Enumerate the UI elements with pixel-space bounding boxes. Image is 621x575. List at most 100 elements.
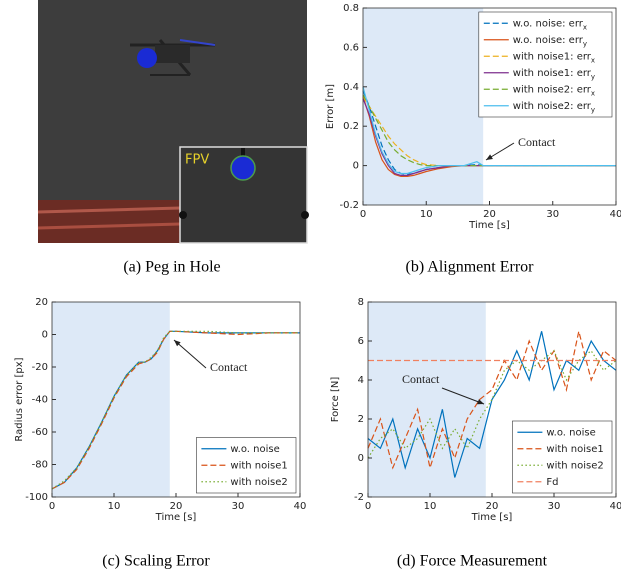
- legend-label: with noise1: err: [513, 51, 592, 62]
- y-axis-label: Radius error [px]: [14, 357, 25, 441]
- legend-subscript: y: [583, 40, 587, 48]
- x-tick-label: 10: [420, 209, 433, 220]
- y-tick-label: 0.4: [343, 82, 359, 93]
- legend-label: with noise2: [230, 477, 287, 488]
- y-tick-label: -20: [32, 362, 48, 373]
- legend-label: with noise1: [230, 460, 287, 471]
- y-tick-label: -40: [32, 395, 48, 406]
- x-tick-label: 30: [232, 501, 245, 512]
- series-line: [367, 331, 617, 471]
- legend-entry: with noise2: [546, 460, 603, 471]
- x-tick-label: 30: [548, 501, 561, 512]
- legend-label: with noise1: [546, 444, 603, 455]
- x-tick-label: 20: [170, 501, 183, 512]
- annotation-arrow: [173, 339, 207, 369]
- y-tick-label: 8: [358, 297, 364, 308]
- legend-entry: with noise1: erry: [513, 68, 595, 81]
- caption: (b) Alignment Error: [406, 259, 535, 276]
- legend-label: w.o. noise: err: [513, 35, 584, 46]
- y-tick-label: -60: [32, 427, 48, 438]
- legend-entry: with noise2: errx: [513, 84, 595, 97]
- x-tick-label: 40: [610, 209, 621, 220]
- bricks: [38, 200, 180, 243]
- x-tick-label: 20: [483, 209, 496, 220]
- series-line: [362, 86, 616, 175]
- legend-entry: w.o. noise: errx: [513, 18, 587, 31]
- y-tick-label: 0: [353, 161, 359, 172]
- legend-entry: w.o. noise: [230, 444, 279, 455]
- y-tick-label: 0.8: [343, 3, 359, 14]
- annotation: Contact: [402, 372, 440, 386]
- legend-label: with noise2: [546, 460, 603, 471]
- arrow-head: [174, 340, 181, 347]
- legend-entry: with noise1: [546, 444, 603, 455]
- x-axis-label: Time [s]: [468, 220, 510, 231]
- inset-label: FPV: [185, 153, 209, 168]
- y-tick-label: -80: [32, 460, 48, 471]
- y-tick-label: -2: [354, 492, 364, 503]
- legend-entry: w.o. noise: erry: [513, 35, 587, 48]
- series-line: [51, 330, 300, 490]
- shade: [368, 302, 486, 497]
- x-tick-label: 20: [486, 501, 499, 512]
- caption: (d) Force Measurement: [397, 553, 548, 570]
- legend-subscript: x: [591, 89, 595, 97]
- x-tick-label: 40: [610, 501, 621, 512]
- x-axis-label: Time [s]: [155, 512, 197, 523]
- y-axis-label: Error [m]: [325, 84, 336, 129]
- shade: [363, 8, 484, 205]
- legend-subscript: x: [591, 56, 595, 64]
- legend-entry: Fd: [546, 477, 558, 488]
- y-tick-label: -100: [25, 492, 48, 503]
- legend-entry: with noise2: [230, 477, 287, 488]
- image-panel: FPV (a) Peg in Hole: [37, 0, 309, 276]
- legend-label: w.o. noise: err: [513, 18, 584, 29]
- legend-label: w.o. noise: [230, 444, 279, 455]
- legend-entry: with noise1: [230, 460, 287, 471]
- arrow-head: [477, 399, 484, 405]
- legend-box: [512, 420, 613, 494]
- legend-label: with noise2: err: [513, 84, 592, 95]
- y-tick-label: 0.6: [343, 42, 359, 53]
- y-tick-label: 0: [42, 330, 48, 341]
- legend-box: [478, 11, 613, 118]
- legend-subscript: y: [591, 106, 595, 114]
- y-tick-label: 2: [358, 414, 364, 425]
- annotation: Contact: [210, 360, 248, 374]
- y-tick-label: 4: [358, 375, 364, 386]
- legend-entry: with noise2: erry: [513, 101, 595, 114]
- shade: [52, 302, 170, 497]
- legend-subscript: x: [583, 23, 587, 31]
- arrow-head: [486, 154, 493, 160]
- y-axis-label: Force [N]: [330, 377, 341, 423]
- annotation: Contact: [518, 135, 556, 149]
- legend-label: w.o. noise: [546, 427, 595, 438]
- legend-entry: with noise1: errx: [513, 51, 595, 64]
- x-tick-label: 10: [424, 501, 437, 512]
- annotation-arrow: [441, 387, 485, 405]
- x-tick-label: 30: [546, 209, 559, 220]
- legend-label: Fd: [546, 477, 558, 488]
- caption: (a) Peg in Hole: [123, 259, 220, 276]
- x-axis-label: Time [s]: [471, 512, 513, 523]
- x-tick-label: 40: [294, 501, 307, 512]
- legend-label: with noise1: err: [513, 68, 592, 79]
- y-tick-label: -0.2: [339, 200, 359, 211]
- y-tick-label: 20: [35, 297, 48, 308]
- y-tick-label: 0.2: [343, 121, 359, 132]
- legend-entry: w.o. noise: [546, 427, 595, 438]
- legend-subscript: y: [591, 73, 595, 81]
- series-line: [362, 96, 616, 167]
- x-tick-label: 0: [49, 501, 55, 512]
- y-tick-label: 6: [358, 336, 364, 347]
- x-tick-label: 0: [360, 209, 366, 220]
- x-tick-label: 10: [108, 501, 121, 512]
- series-line: [367, 331, 617, 478]
- y-tick-label: 0: [358, 453, 364, 464]
- legend-label: with noise2: err: [513, 101, 592, 112]
- series-line: [51, 330, 300, 490]
- caption: (c) Scaling Error: [102, 553, 210, 570]
- x-tick-label: 0: [365, 501, 371, 512]
- drone: [130, 39, 216, 76]
